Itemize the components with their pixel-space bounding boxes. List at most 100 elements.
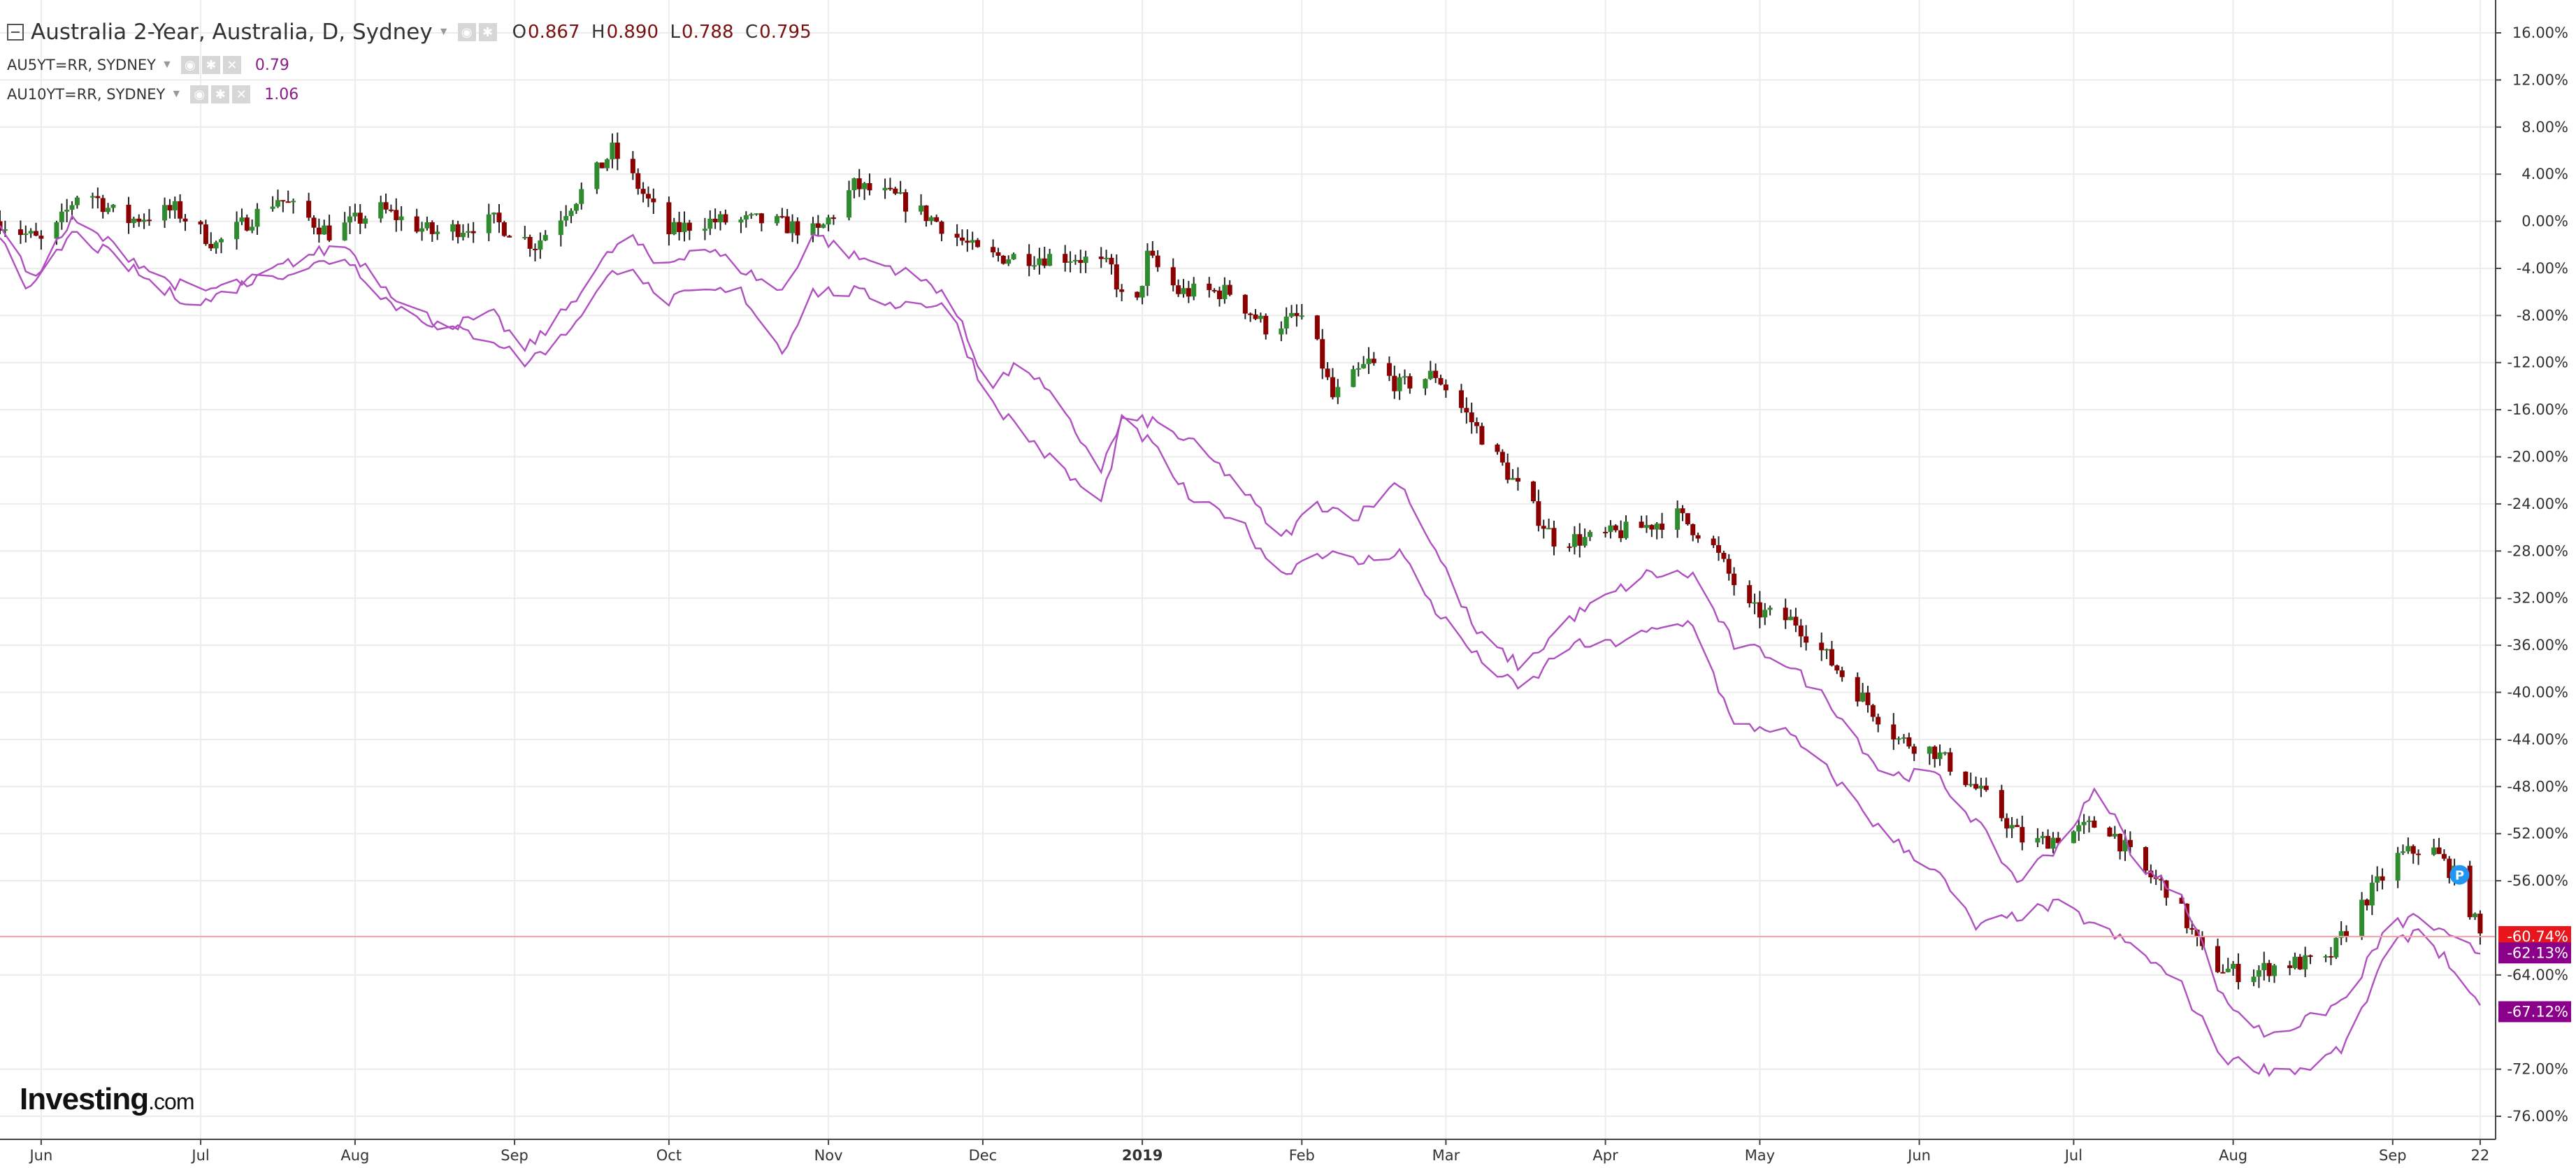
collapse-icon[interactable] [7, 24, 24, 41]
candle-up [707, 218, 713, 229]
candle-down [2127, 839, 2133, 847]
candle-up [347, 216, 353, 223]
candle-down [1732, 573, 1737, 586]
candle-up [322, 225, 327, 235]
candle-up [1335, 387, 1341, 398]
candle-up [424, 222, 430, 229]
candle-down [1263, 315, 1269, 335]
candle-down [1829, 649, 1834, 666]
candle-down [1932, 747, 1938, 759]
candle-up [2431, 847, 2437, 855]
chevron-down-icon[interactable]: ▼ [438, 26, 449, 38]
eye-icon[interactable]: ◉ [457, 23, 476, 41]
y-tick-label: 0.00% [2521, 213, 2568, 230]
candlestick-series [0, 132, 2483, 990]
candle-up [2323, 956, 2329, 958]
candle-down [1063, 254, 1068, 263]
candle-up [882, 187, 888, 191]
candle-up [54, 222, 59, 239]
x-tick-label: Apr [1592, 1147, 1618, 1164]
candle-down [1443, 384, 1448, 391]
y-tick-label: -20.00% [2507, 449, 2568, 466]
candle-down [1294, 312, 1300, 317]
gear-icon[interactable]: ✱ [478, 23, 497, 41]
gear-icon[interactable]: ✱ [211, 85, 230, 103]
last-value-badge [2498, 942, 2571, 964]
x-tick-label: Mar [1432, 1147, 1460, 1164]
candle-down [0, 221, 3, 231]
candle-down [677, 222, 682, 233]
series-name[interactable]: AU5YT=RR, SYDNEY [7, 57, 157, 73]
candle-up [1942, 752, 1948, 754]
x-tick-label: Jun [28, 1147, 52, 1164]
candle-up [1587, 531, 1592, 538]
candle-down [2148, 870, 2154, 878]
x-tick-label: Dec [969, 1147, 998, 1164]
candle-up [250, 226, 255, 231]
candle-down [1438, 377, 1444, 385]
candle-up [2086, 821, 2092, 823]
candle-up [970, 240, 975, 243]
x-tick-label: Sep [501, 1147, 528, 1164]
x-axis-ticks: Jun Jul Aug Sep Oct Nov Dec 2019 Feb Mar Apr May Jun… [28, 1139, 2489, 1164]
chart-title[interactable]: Australia 2-Year, Australia, D, Sydney [31, 20, 433, 45]
chart-legend: Australia 2-Year, Australia, D, Sydney ▼… [7, 14, 812, 109]
candle-up [378, 202, 384, 219]
candle-down [686, 222, 692, 231]
candle-down [2014, 825, 2020, 828]
candle-up [826, 217, 831, 225]
x-tick-label: May [1745, 1147, 1775, 1164]
candle-up [1762, 610, 1768, 618]
candle-down [1747, 585, 1753, 604]
candle-down [1000, 255, 1006, 264]
y-tick-label: -32.00% [2507, 590, 2568, 607]
chevron-down-icon[interactable]: ▼ [161, 59, 173, 71]
candle-up [2395, 853, 2401, 881]
chevron-down-icon[interactable]: ▼ [171, 88, 182, 100]
candle-up [2333, 937, 2339, 958]
candle-up [1571, 534, 1577, 547]
y-tick-label: 8.00% [2521, 119, 2568, 136]
eye-icon[interactable]: ◉ [180, 56, 199, 74]
candle-down [1109, 257, 1114, 265]
series-name[interactable]: AU10YT=RR, SYDNEY [7, 86, 166, 103]
candle-down [867, 183, 872, 191]
candle-down [1726, 558, 1732, 574]
close-icon[interactable]: ✕ [232, 85, 251, 103]
candle-up [1222, 284, 1228, 299]
candle-down [2236, 963, 2241, 982]
candle-down [1042, 258, 1047, 266]
candle-up [2473, 914, 2478, 918]
candle-down [1551, 528, 1557, 547]
candle-up [821, 224, 826, 228]
candle-down [1495, 445, 1500, 452]
candle-up [275, 200, 280, 207]
eye-icon[interactable]: ◉ [190, 85, 209, 103]
candle-down [939, 222, 944, 234]
y-tick-label: -16.00% [2507, 401, 2568, 418]
candle-up [847, 190, 852, 218]
candle-up [702, 229, 707, 231]
candle-down [501, 222, 507, 236]
candle-down [203, 224, 208, 245]
gear-icon[interactable]: ✱ [201, 56, 220, 74]
close-icon[interactable]: ✕ [222, 56, 241, 74]
candle-down [923, 205, 929, 222]
candle-down [2477, 914, 2483, 934]
candle-down [651, 199, 656, 203]
candle-up [419, 228, 425, 232]
candle-down [1603, 531, 1609, 533]
candle-down [1695, 535, 1701, 539]
candle-down [2344, 931, 2350, 937]
candle-down [208, 244, 214, 249]
marker-label: P [2455, 869, 2464, 884]
logo-brand: Investing [20, 1082, 149, 1116]
candle-down [1649, 525, 1655, 530]
candle-down [1458, 390, 1464, 408]
candle-up [682, 222, 687, 233]
candle-up [1191, 283, 1197, 297]
price-marker[interactable]: P [2449, 865, 2470, 885]
candle-down [1531, 481, 1537, 502]
candle-up [754, 213, 759, 215]
